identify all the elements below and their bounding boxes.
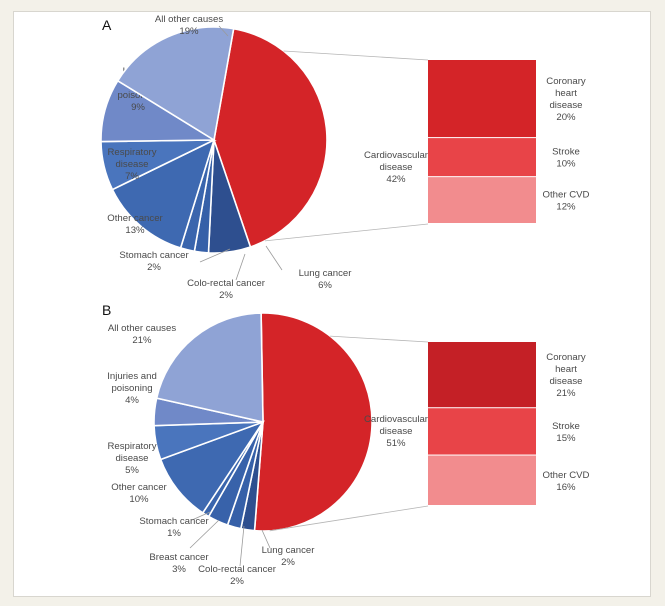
slice-cardiovascular-disease <box>213 27 328 248</box>
bar-segment-other-cvd <box>428 177 536 223</box>
label-lung-cancer: Lung cancer 2% <box>262 545 316 568</box>
bar-label-other-cvd: Other CVD 12% <box>543 190 590 213</box>
label-stomach-cancer: Stomach cancer 1% <box>139 516 209 539</box>
leader-lung-cancer <box>261 529 271 549</box>
pie-charts: A Cardiovascular disease 42% Lung cancer 6% Co… <box>100 14 590 587</box>
label-cardiovascular-disease: Cardiovascular disease 51% <box>364 414 429 449</box>
label-stomach-cancer: Stomach cancer 2% <box>119 250 189 273</box>
leader-stomach-cancer <box>191 511 211 521</box>
bar-segment-other-cvd <box>428 455 536 505</box>
bar-segment-stroke <box>428 408 536 455</box>
leader-stomach-cancer <box>199 248 231 263</box>
bar-label-other-cvd: Other CVD 16% <box>543 470 590 493</box>
label-cardiovascular-disease: Cardiovascular disease 42% <box>364 150 429 185</box>
connector-bottom <box>264 223 429 242</box>
label-lung-cancer: Lung cancer 6% <box>299 268 353 291</box>
connector-top <box>330 335 429 343</box>
label-respiratory-disease: Respiratory disease 7% <box>107 147 156 182</box>
label-other-cancer: Other cancer 13% <box>107 213 163 236</box>
leader-breast-cancer <box>189 519 220 549</box>
leader-colo-rectal-cancer <box>239 525 245 567</box>
figure-card: A Cardiovascular disease 42% Lung cancer 6% Co… <box>13 11 651 597</box>
label-respiratory-disease: Respiratory disease 5% <box>107 441 156 476</box>
leader-all-other-causes <box>218 25 229 37</box>
bar-segment-stroke <box>428 138 536 177</box>
bar-label-coronary-heart-disease: Coronary heart disease 21% <box>546 352 586 399</box>
bar-segment-coronary-heart-disease <box>428 342 536 408</box>
label-other-cancer: Other cancer 10% <box>111 482 167 505</box>
label-all-other-causes: All other causes 21% <box>108 323 176 346</box>
label-colo-rectal-cancer: Colo-rectal cancer 2% <box>198 564 277 587</box>
label-all-other-causes: All other causes 19% <box>155 14 223 37</box>
panel-letter-a: A <box>102 17 112 33</box>
leader-lung-cancer <box>265 245 283 271</box>
label-colo-rectal-cancer: Colo-rectal cancer 2% <box>187 278 266 301</box>
connector-bottom <box>269 505 429 532</box>
slice-cardiovascular-disease <box>253 312 373 532</box>
bar-label-coronary-heart-disease: Coronary heart disease 20% <box>546 76 586 123</box>
bar-label-stroke: Stroke 10% <box>552 147 580 170</box>
panel-letter-b: B <box>102 302 111 318</box>
connector-top <box>283 50 429 61</box>
label-injuries-and-poisoning: Injuries and poisoning 4% <box>107 371 157 406</box>
slice-all-other-causes <box>155 312 264 424</box>
slice-all-other-causes <box>116 26 235 142</box>
label-breast-cancer: Breast cancer 3% <box>149 552 209 575</box>
slice-other-cancer <box>111 138 216 249</box>
bar-segment-coronary-heart-disease <box>428 60 536 138</box>
bar-label-stroke: Stroke 15% <box>552 421 580 444</box>
leader-colo-rectal-cancer <box>235 253 246 281</box>
pie-panel-a: A Cardiovascular disease 42% Lung cancer 6% Co… <box>100 14 590 301</box>
